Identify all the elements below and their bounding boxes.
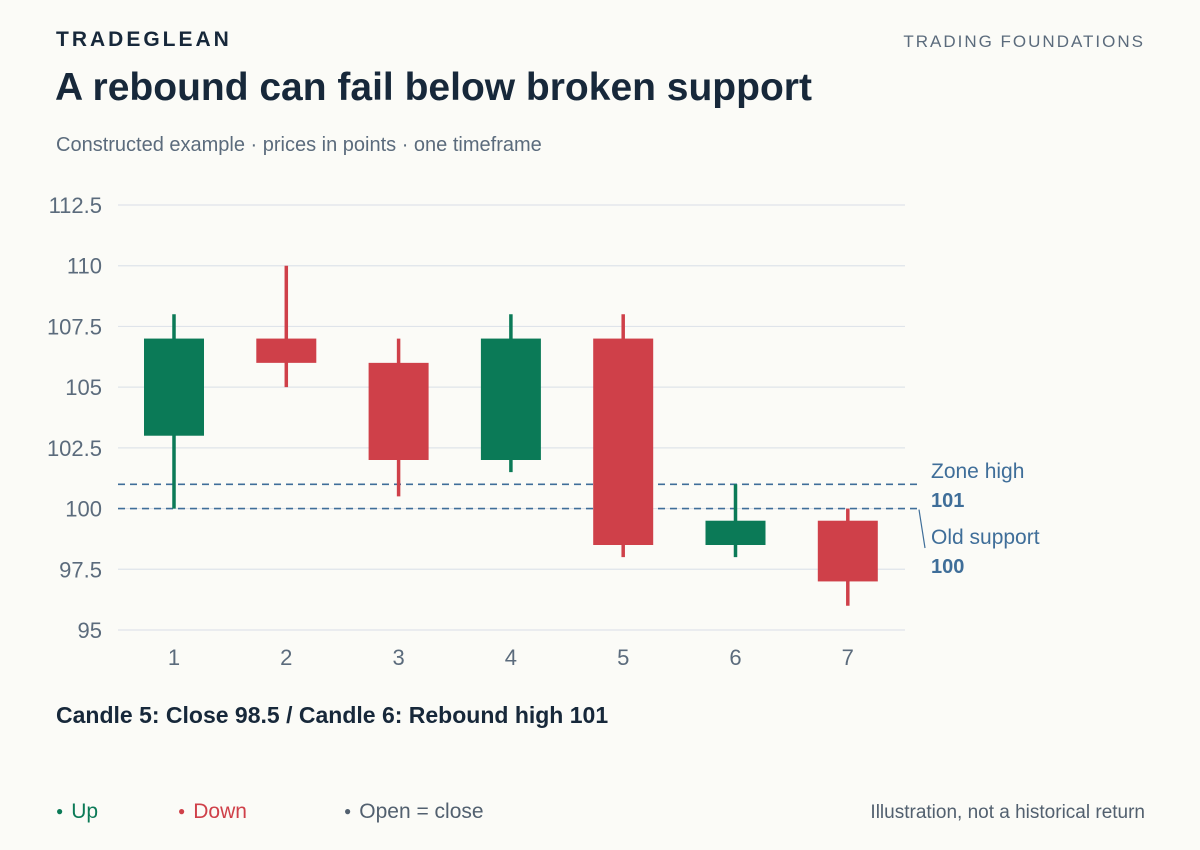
y-tick-label: 110 bbox=[67, 254, 102, 279]
legend-dot-icon: ● bbox=[344, 804, 352, 818]
legend-dot-icon: ● bbox=[178, 804, 186, 818]
x-tick-label: 7 bbox=[842, 645, 854, 670]
x-tick-label: 1 bbox=[168, 645, 180, 670]
legend-item-down: ● Down bbox=[178, 800, 344, 824]
candle-body bbox=[593, 338, 654, 545]
footnote: Illustration, not a historical return bbox=[870, 802, 1145, 823]
x-tick-label: 2 bbox=[280, 645, 292, 670]
x-tick-label: 4 bbox=[505, 645, 517, 670]
section-kicker: TRADING FOUNDATIONS bbox=[903, 32, 1145, 51]
y-tick-label: 102.5 bbox=[47, 436, 102, 461]
candle-body bbox=[368, 362, 429, 460]
reference-label: Zone high bbox=[931, 460, 1024, 483]
legend-label: Down bbox=[193, 800, 247, 823]
y-tick-label: 112.5 bbox=[49, 193, 102, 218]
legend-item-open-equals-close: ● Open = close bbox=[344, 800, 484, 824]
y-tick-label: 107.5 bbox=[47, 314, 102, 339]
candle-body bbox=[817, 520, 878, 582]
reference-label: Old support bbox=[931, 526, 1040, 549]
candles-layer bbox=[144, 265, 878, 606]
candlestick-chart: 95 97.5 100 102.5 105 107.5 110 112.5 Zone high… bbox=[47, 193, 1040, 670]
legend-label: Open = close bbox=[359, 800, 484, 823]
reference-value-label: 101 bbox=[931, 490, 964, 512]
y-tick-label: 105 bbox=[65, 375, 102, 400]
candle-body bbox=[256, 338, 317, 363]
reference-leader-line bbox=[918, 509, 926, 549]
chart-annotation: Candle 5: Close 98.5 / Candle 6: Rebound… bbox=[56, 702, 609, 728]
candle-body bbox=[144, 338, 204, 436]
legend-label: Up bbox=[71, 800, 99, 823]
chart-subtitle: Constructed example · prices in points ·… bbox=[56, 134, 542, 156]
y-tick-label: 97.5 bbox=[59, 557, 102, 582]
legend-dot-icon: ● bbox=[56, 804, 64, 818]
reference-value-label: 100 bbox=[931, 556, 964, 578]
x-tick-label: 6 bbox=[729, 645, 741, 670]
brand-logo: TRADEGLEAN bbox=[56, 28, 232, 51]
x-axis-layer: 1 2 3 4 5 6 7 bbox=[168, 645, 854, 670]
candle-body bbox=[705, 520, 766, 545]
chart-legend: ● Up ● Down ● Open = close bbox=[56, 800, 484, 824]
y-tick-label: 95 bbox=[78, 618, 102, 643]
y-tick-label: 100 bbox=[65, 497, 102, 522]
x-tick-label: 5 bbox=[617, 645, 629, 670]
chart-title: A rebound can fail below broken support bbox=[55, 66, 812, 109]
reference-lines-layer: Zone high 101 Old support 100 bbox=[118, 460, 1040, 578]
x-tick-label: 3 bbox=[392, 645, 404, 670]
candle-body bbox=[480, 338, 541, 460]
legend-item-up: ● Up bbox=[56, 800, 178, 824]
